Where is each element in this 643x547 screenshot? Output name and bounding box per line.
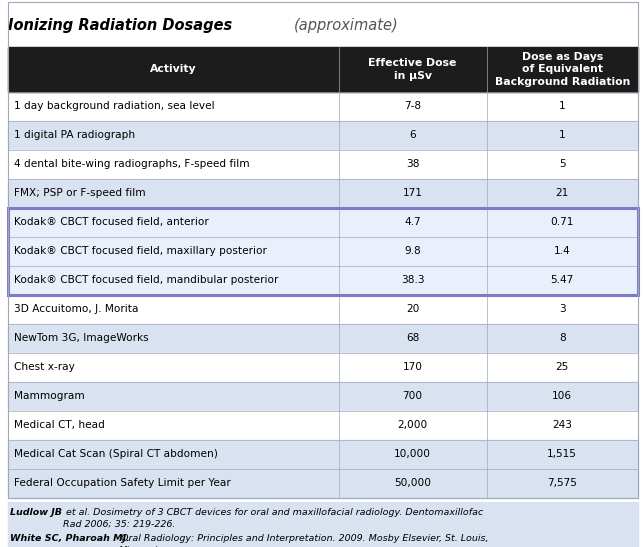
Text: 1.4: 1.4 [554, 246, 570, 257]
Text: et al. Dosimetry of 3 CBCT devices for oral and maxillofacial radiology. Dentoma: et al. Dosimetry of 3 CBCT devices for o… [63, 508, 484, 528]
Text: 2,000: 2,000 [397, 420, 428, 430]
Text: 0.71: 0.71 [550, 217, 574, 228]
Text: 68: 68 [406, 333, 419, 344]
Text: Dose as Days
of Equivalent
Background Radiation: Dose as Days of Equivalent Background Ra… [494, 52, 630, 87]
Bar [8, 47, 638, 92]
Text: 50,000: 50,000 [394, 478, 431, 488]
Bar [8, 266, 638, 295]
Text: (approximate): (approximate) [294, 18, 399, 33]
Bar [8, 92, 638, 121]
Text: 7-8: 7-8 [404, 101, 421, 112]
Text: Oral Radiology: Principles and Interpretation. 2009. Mosby Elsevier, St. Louis,
: Oral Radiology: Principles and Interpret… [118, 534, 489, 547]
Bar [8, 150, 638, 179]
Text: 5.47: 5.47 [550, 275, 574, 286]
Text: Ludlow JB: Ludlow JB [10, 508, 62, 516]
Bar [8, 411, 638, 440]
Text: 20: 20 [406, 304, 419, 315]
Text: 6: 6 [409, 130, 416, 141]
Text: 170: 170 [403, 362, 422, 373]
Text: 243: 243 [552, 420, 572, 430]
Text: Mammogram: Mammogram [14, 391, 84, 401]
Text: 1: 1 [559, 101, 566, 112]
Text: Kodak® CBCT focused field, maxillary posterior: Kodak® CBCT focused field, maxillary pos… [14, 246, 266, 257]
Text: FMX; PSP or F-speed film: FMX; PSP or F-speed film [14, 188, 145, 199]
Text: 4 dental bite-wing radiographs, F-speed film: 4 dental bite-wing radiographs, F-speed … [14, 159, 249, 170]
Text: 1 digital PA radiograph: 1 digital PA radiograph [14, 130, 134, 141]
Text: 3D Accuitomo, J. Morita: 3D Accuitomo, J. Morita [14, 304, 138, 315]
Bar [8, 121, 638, 150]
Bar [8, 295, 638, 324]
Text: 25: 25 [556, 362, 569, 373]
Text: 1,515: 1,515 [547, 449, 577, 459]
Text: NewTom 3G, ImageWorks: NewTom 3G, ImageWorks [14, 333, 148, 344]
Text: 21: 21 [556, 188, 569, 199]
Text: Medical Cat Scan (Spiral CT abdomen): Medical Cat Scan (Spiral CT abdomen) [14, 449, 217, 459]
Bar [8, 469, 638, 498]
Text: 8: 8 [559, 333, 566, 344]
Bar [8, 440, 638, 469]
Bar [8, 237, 638, 266]
Bar [8, 208, 638, 295]
Text: 1: 1 [559, 130, 566, 141]
Bar [8, 179, 638, 208]
Text: Medical CT, head: Medical CT, head [14, 420, 104, 430]
Text: 10,000: 10,000 [394, 449, 431, 459]
Bar [8, 208, 638, 237]
Text: 3: 3 [559, 304, 566, 315]
Text: Federal Occupation Safety Limit per Year: Federal Occupation Safety Limit per Year [14, 478, 230, 488]
Text: 38.3: 38.3 [401, 275, 424, 286]
Bar [8, 353, 638, 382]
Bar [8, 382, 638, 411]
Text: 700: 700 [403, 391, 422, 401]
Text: 4.7: 4.7 [404, 217, 421, 228]
Text: 38: 38 [406, 159, 419, 170]
Text: Kodak® CBCT focused field, anterior: Kodak® CBCT focused field, anterior [14, 217, 208, 228]
Text: 5: 5 [559, 159, 566, 170]
Text: Activity: Activity [150, 65, 197, 74]
Text: 9.8: 9.8 [404, 246, 421, 257]
Text: 7,575: 7,575 [547, 478, 577, 488]
Bar [8, 324, 638, 353]
Text: 1 day background radiation, sea level: 1 day background radiation, sea level [14, 101, 214, 112]
Text: 106: 106 [552, 391, 572, 401]
Text: Chest x-ray: Chest x-ray [14, 362, 75, 373]
Text: Kodak® CBCT focused field, mandibular posterior: Kodak® CBCT focused field, mandibular po… [14, 275, 278, 286]
Text: Ionizing Radiation Dosages: Ionizing Radiation Dosages [8, 18, 232, 33]
Text: 171: 171 [403, 188, 422, 199]
Text: Effective Dose
in μSv: Effective Dose in μSv [368, 59, 457, 80]
Bar [8, 502, 638, 547]
Text: White SC, Pharoah MJ.: White SC, Pharoah MJ. [10, 534, 130, 543]
